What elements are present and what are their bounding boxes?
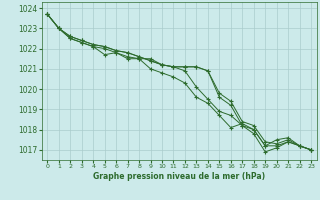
X-axis label: Graphe pression niveau de la mer (hPa): Graphe pression niveau de la mer (hPa) [93, 172, 265, 181]
